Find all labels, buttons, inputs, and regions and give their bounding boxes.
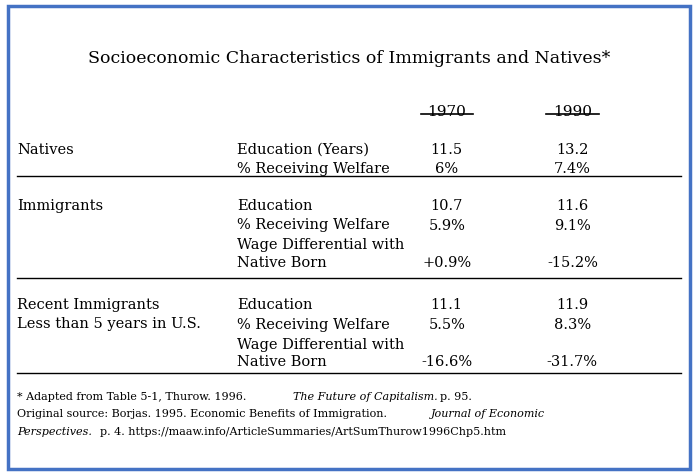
Text: % Receiving Welfare: % Receiving Welfare: [237, 318, 390, 332]
Text: 11.9: 11.9: [556, 298, 588, 312]
Text: Education: Education: [237, 298, 313, 312]
Text: -15.2%: -15.2%: [547, 256, 597, 269]
Text: Original source: Borjas. 1995. Economic Benefits of Immigration.: Original source: Borjas. 1995. Economic …: [17, 409, 391, 419]
Text: Recent Immigrants: Recent Immigrants: [17, 298, 160, 312]
Text: 1990: 1990: [553, 104, 592, 118]
Text: Education: Education: [237, 199, 313, 212]
Text: 5.9%: 5.9%: [429, 218, 465, 232]
Text: -16.6%: -16.6%: [421, 355, 473, 369]
Text: Wage Differential with: Wage Differential with: [237, 238, 405, 252]
Text: Less than 5 years in U.S.: Less than 5 years in U.S.: [17, 317, 201, 331]
Text: * Adapted from Table 5-1, Thurow. 1996.: * Adapted from Table 5-1, Thurow. 1996.: [17, 392, 251, 402]
Text: +0.9%: +0.9%: [422, 256, 471, 269]
Text: 7.4%: 7.4%: [554, 162, 591, 176]
Text: Journal of Economic: Journal of Economic: [431, 409, 546, 419]
Text: Immigrants: Immigrants: [17, 199, 103, 212]
Text: 6%: 6%: [435, 162, 459, 176]
Text: 11.5: 11.5: [431, 142, 463, 156]
Text: -31.7%: -31.7%: [547, 355, 598, 369]
Text: The Future of Capitalism.: The Future of Capitalism.: [293, 392, 438, 402]
Text: % Receiving Welfare: % Receiving Welfare: [237, 162, 390, 176]
Text: Native Born: Native Born: [237, 355, 327, 369]
Text: % Receiving Welfare: % Receiving Welfare: [237, 218, 390, 232]
Text: 11.1: 11.1: [431, 298, 463, 312]
Text: 8.3%: 8.3%: [554, 318, 591, 332]
Text: 13.2: 13.2: [556, 142, 588, 156]
Text: 9.1%: 9.1%: [554, 218, 591, 232]
Text: Native Born: Native Born: [237, 256, 327, 269]
Text: Socioeconomic Characteristics of Immigrants and Natives*: Socioeconomic Characteristics of Immigra…: [88, 50, 610, 67]
Text: p. 4. https://maaw.info/ArticleSummaries/ArtSumThurow1996Chp5.htm: p. 4. https://maaw.info/ArticleSummaries…: [93, 427, 506, 437]
Text: Natives: Natives: [17, 142, 74, 156]
Text: 1970: 1970: [427, 104, 466, 118]
Text: 5.5%: 5.5%: [429, 318, 465, 332]
Text: Perspectives.: Perspectives.: [17, 427, 92, 437]
Text: Wage Differential with: Wage Differential with: [237, 338, 405, 352]
Text: p. 95.: p. 95.: [433, 392, 472, 402]
Text: 10.7: 10.7: [431, 199, 463, 212]
Text: 11.6: 11.6: [556, 199, 588, 212]
Text: Education (Years): Education (Years): [237, 142, 369, 156]
